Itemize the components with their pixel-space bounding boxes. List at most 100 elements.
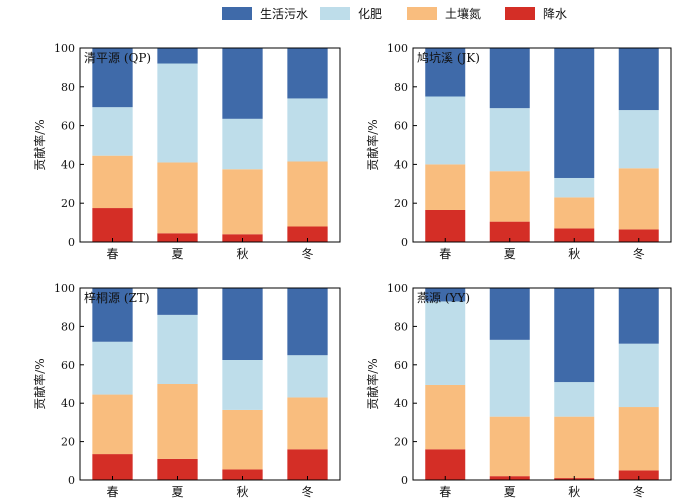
bar-segment xyxy=(92,394,133,455)
bar-segment xyxy=(287,226,328,242)
legend-item: 生活污水 xyxy=(222,6,309,21)
bar-segment xyxy=(222,469,263,480)
y-tick-label: 80 xyxy=(61,320,75,333)
x-tick-label: 秋 xyxy=(236,485,248,499)
bar-segment xyxy=(554,382,595,417)
bar-segment xyxy=(287,98,328,162)
bar-segment xyxy=(425,301,466,385)
x-tick-label: 夏 xyxy=(504,485,516,499)
x-tick-label: 春 xyxy=(106,247,118,261)
bar-segment xyxy=(554,48,595,178)
y-tick-label: 20 xyxy=(61,436,75,449)
y-axis-label: 贡献率/% xyxy=(365,119,380,170)
bar-segment xyxy=(92,454,133,480)
bar-segment xyxy=(554,228,595,242)
y-tick-label: 100 xyxy=(387,282,408,295)
bar-segment xyxy=(92,341,133,395)
y-tick-label: 60 xyxy=(61,120,75,133)
y-tick-label: 60 xyxy=(394,120,408,133)
bar-segment xyxy=(425,48,466,97)
x-tick-label: 秋 xyxy=(568,247,580,261)
bar-segment xyxy=(287,288,328,356)
y-tick-label: 80 xyxy=(61,81,75,94)
legend-swatch xyxy=(505,6,535,20)
y-tick-label: 60 xyxy=(394,359,408,372)
bar-segment xyxy=(618,343,659,408)
chart-title: 梓桐源 (ZT) xyxy=(84,290,150,305)
y-tick-label: 40 xyxy=(394,158,408,171)
chart-legend: 生活污水 化肥 土壤氮 降水 xyxy=(0,0,700,26)
bar-segment xyxy=(157,162,198,234)
bar-segment xyxy=(489,288,530,340)
bar-segment xyxy=(425,288,466,302)
bar-segment xyxy=(618,110,659,169)
bar-segment xyxy=(489,416,530,477)
bar-segment xyxy=(618,407,659,471)
y-tick-label: 0 xyxy=(68,236,75,249)
y-tick-label: 0 xyxy=(401,236,408,249)
bar-segment xyxy=(287,397,328,450)
bar-segment xyxy=(92,288,133,342)
bar-segment xyxy=(157,314,198,384)
bar-segment xyxy=(425,209,466,242)
bar-segment xyxy=(222,48,263,119)
bar-segment xyxy=(222,169,263,235)
bar-segment xyxy=(92,48,133,108)
y-tick-label: 60 xyxy=(61,359,75,372)
y-tick-label: 20 xyxy=(394,197,408,210)
bar-segment xyxy=(618,470,659,480)
y-tick-label: 40 xyxy=(394,397,408,410)
x-tick-label: 春 xyxy=(439,485,451,499)
legend-swatch xyxy=(222,6,252,20)
legend-swatch xyxy=(407,6,437,20)
x-tick-label: 冬 xyxy=(301,246,313,261)
y-tick-label: 20 xyxy=(61,197,75,210)
bar-segment xyxy=(222,288,263,360)
bar-segment xyxy=(92,208,133,242)
bar-segment xyxy=(425,164,466,210)
y-tick-label: 40 xyxy=(61,158,75,171)
legend-swatch xyxy=(320,6,350,20)
bar-segment xyxy=(554,197,595,229)
chart-panel: 春 夏 秋 冬 0 20 40 60 80 100 梓桐源 (ZT) 贡献率/% xyxy=(32,282,341,499)
bar-segment xyxy=(157,288,198,315)
y-axis-label: 贡献率/% xyxy=(32,119,47,170)
bar-segment xyxy=(618,168,659,230)
plot-frame xyxy=(412,47,672,243)
bar-segment xyxy=(554,416,595,479)
bar-segment xyxy=(489,48,530,109)
legend-label: 化肥 xyxy=(358,6,383,21)
bar-segment xyxy=(489,339,530,417)
bar-segment xyxy=(425,449,466,480)
bar-segment xyxy=(618,288,659,344)
bar-segment xyxy=(157,458,198,480)
bar-segment xyxy=(554,288,595,383)
plot-frame xyxy=(79,47,341,243)
chart-panel: 春 夏 秋 冬 0 20 40 60 80 100 鸠坑溪 (JK) 贡献率/% xyxy=(365,42,672,261)
bar-segment xyxy=(92,155,133,209)
chart-panel: 春 夏 秋 冬 0 20 40 60 80 100 燕源 (YY) 贡献率/% xyxy=(365,282,672,499)
bar-segment xyxy=(287,48,328,99)
bar-segment xyxy=(489,171,530,222)
y-tick-label: 80 xyxy=(394,81,408,94)
y-tick-label: 100 xyxy=(387,42,408,55)
bar-segment xyxy=(287,161,328,227)
bar-segment xyxy=(489,221,530,242)
x-tick-label: 春 xyxy=(106,485,118,499)
y-tick-label: 100 xyxy=(54,282,75,295)
y-axis-label: 贡献率/% xyxy=(365,358,380,409)
bar-segment xyxy=(425,384,466,450)
bar-segment xyxy=(287,449,328,480)
x-tick-label: 冬 xyxy=(633,484,645,499)
chart-title: 鸠坑溪 (JK) xyxy=(417,50,480,65)
x-tick-label: 冬 xyxy=(633,246,645,261)
bar-segment xyxy=(287,355,328,398)
legend-label: 生活污水 xyxy=(260,6,309,21)
y-tick-label: 40 xyxy=(61,397,75,410)
y-tick-label: 0 xyxy=(68,474,75,487)
bar-segment xyxy=(222,118,263,170)
bar-segment xyxy=(489,108,530,172)
bar-segment xyxy=(157,63,198,163)
legend-item: 化肥 xyxy=(320,6,383,21)
